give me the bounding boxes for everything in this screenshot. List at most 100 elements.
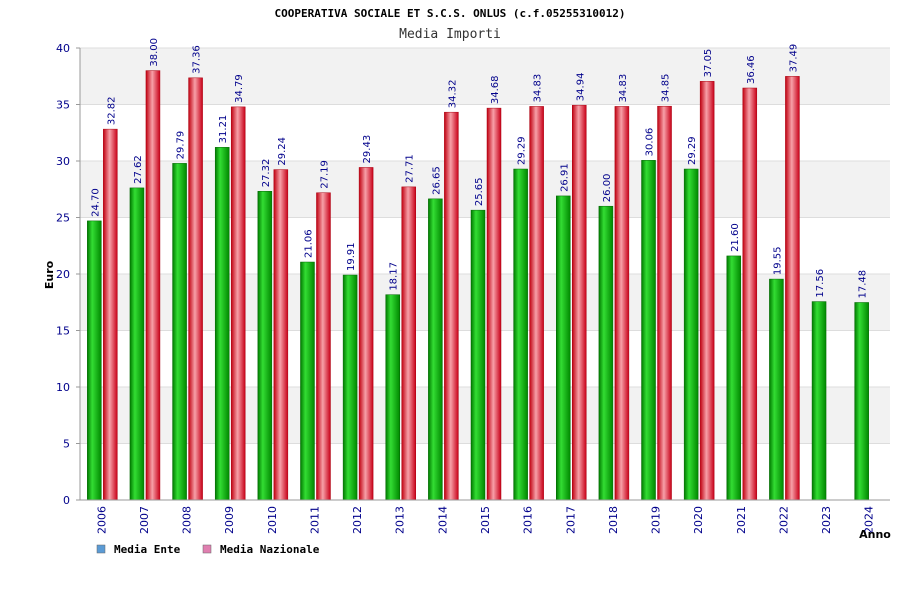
data-label-media-nazionale-2011: 27.19 bbox=[319, 160, 330, 189]
y-tick-label: 15 bbox=[56, 325, 70, 338]
bar-media-ente-2013 bbox=[385, 294, 400, 501]
bar-media-nazionale-2013 bbox=[401, 186, 416, 501]
legend-label-media-ente: Media Ente bbox=[114, 543, 181, 556]
data-label-media-nazionale-2008: 37.36 bbox=[192, 45, 203, 74]
legend-label-media-nazionale: Media Nazionale bbox=[220, 543, 320, 556]
bar-media-ente-2011 bbox=[300, 261, 315, 501]
x-tick-label-2022: 2022 bbox=[777, 506, 790, 534]
bar-media-ente-2012 bbox=[342, 274, 358, 501]
bar-media-nazionale-2009 bbox=[230, 106, 246, 501]
data-label-media-ente-2007: 27.62 bbox=[133, 155, 144, 184]
bar-media-nazionale-2016 bbox=[529, 106, 544, 501]
data-label-media-nazionale-2016: 34.83 bbox=[533, 74, 544, 103]
bar-media-nazionale-2021 bbox=[742, 87, 758, 501]
bar-media-ente-2019 bbox=[641, 160, 656, 501]
bar-media-nazionale-2018 bbox=[614, 106, 630, 501]
data-label-media-ente-2019: 30.06 bbox=[645, 128, 656, 157]
bar-media-ente-2021 bbox=[726, 255, 742, 501]
data-label-media-nazionale-2012: 29.43 bbox=[362, 135, 373, 164]
y-tick-label: 30 bbox=[56, 155, 70, 168]
y-tick-label: 5 bbox=[63, 438, 70, 451]
bar-media-nazionale-2022 bbox=[785, 76, 800, 501]
data-label-media-nazionale-2007: 38.00 bbox=[149, 38, 160, 67]
x-tick-label-2017: 2017 bbox=[564, 506, 577, 534]
bar-media-ente-2023 bbox=[811, 301, 827, 501]
legend-swatch-media-nazionale bbox=[202, 544, 212, 554]
x-axis-label: Anno bbox=[859, 528, 891, 541]
data-label-media-ente-2010: 27.32 bbox=[261, 159, 272, 188]
data-label-media-ente-2020: 29.29 bbox=[687, 136, 698, 165]
bar-media-ente-2018 bbox=[598, 205, 614, 501]
data-label-media-nazionale-2020: 37.05 bbox=[703, 49, 714, 78]
x-tick-label-2020: 2020 bbox=[692, 506, 705, 534]
data-label-media-nazionale-2021: 36.46 bbox=[746, 55, 757, 84]
data-label-media-nazionale-2013: 27.71 bbox=[405, 154, 416, 183]
bar-media-nazionale-2011 bbox=[316, 192, 331, 501]
bar-media-ente-2008 bbox=[172, 163, 187, 501]
y-tick-labels: 0 5 10 15 20 25 30 35 40 bbox=[56, 42, 70, 507]
chart-title: COOPERATIVA SOCIALE ET S.C.S. ONLUS (c.f… bbox=[275, 7, 626, 20]
bar-media-ente-2024 bbox=[854, 302, 869, 501]
bar-media-ente-2016 bbox=[513, 168, 528, 501]
bar-media-nazionale-2020 bbox=[699, 81, 715, 501]
data-labels: 24.70 32.82 27.62 38.00 29.79 37.36 31.21 34.79… bbox=[90, 38, 868, 299]
data-label-media-ente-2008: 29.79 bbox=[176, 131, 187, 160]
x-tick-label-2024: 2024 bbox=[863, 506, 876, 534]
x-tick-label-2010: 2010 bbox=[266, 506, 279, 534]
x-tick-label-2018: 2018 bbox=[607, 506, 620, 534]
x-tick-label-2016: 2016 bbox=[522, 506, 535, 534]
x-tick-label-2006: 2006 bbox=[95, 506, 108, 534]
bar-media-ente-2014 bbox=[428, 198, 443, 501]
y-tick-label: 25 bbox=[56, 212, 70, 225]
bar-media-nazionale-2014 bbox=[444, 111, 459, 501]
data-label-media-nazionale-2014: 34.32 bbox=[447, 80, 458, 109]
data-label-media-nazionale-2010: 29.24 bbox=[277, 137, 288, 166]
bar-media-ente-2007 bbox=[129, 187, 145, 501]
x-tick-label-2021: 2021 bbox=[735, 506, 748, 534]
y-tick-label: 10 bbox=[56, 381, 70, 394]
data-label-media-ente-2014: 26.65 bbox=[431, 166, 442, 195]
bar-media-ente-2010 bbox=[257, 191, 273, 501]
x-tick-label-2012: 2012 bbox=[351, 506, 364, 534]
data-label-media-ente-2023: 17.56 bbox=[815, 269, 826, 298]
bar-media-nazionale-2006 bbox=[103, 128, 118, 501]
x-tick-label-2019: 2019 bbox=[650, 506, 663, 534]
y-axis-label: Euro bbox=[43, 260, 56, 289]
bar-media-ente-2022 bbox=[769, 278, 784, 501]
y-tick-label: 35 bbox=[56, 99, 70, 112]
x-tick-labels: 2006 2007 2008 2009 2010 2011 2012 2013 2014 2015… bbox=[95, 506, 875, 534]
bar-media-ente-2017 bbox=[556, 195, 571, 501]
x-tick-label-2014: 2014 bbox=[436, 506, 449, 534]
bar-media-ente-2015 bbox=[470, 209, 486, 501]
x-tick-label-2007: 2007 bbox=[138, 506, 151, 534]
x-tick-label-2023: 2023 bbox=[820, 506, 833, 534]
y-tick-label: 20 bbox=[56, 268, 70, 281]
bar-media-nazionale-2017 bbox=[572, 104, 587, 501]
data-label-media-ente-2021: 21.60 bbox=[730, 223, 741, 252]
x-tick-label-2015: 2015 bbox=[479, 506, 492, 534]
legend-swatch-media-ente bbox=[96, 544, 106, 554]
x-tick-label-2008: 2008 bbox=[181, 506, 194, 534]
data-label-media-nazionale-2015: 34.68 bbox=[490, 75, 501, 104]
bar-media-ente-2006 bbox=[87, 220, 102, 501]
legend: Media Ente Media Nazionale bbox=[96, 543, 320, 556]
data-label-media-ente-2016: 29.29 bbox=[517, 136, 528, 165]
bar-media-nazionale-2010 bbox=[273, 169, 289, 501]
data-label-media-nazionale-2009: 34.79 bbox=[234, 74, 245, 103]
data-label-media-nazionale-2018: 34.83 bbox=[618, 74, 629, 103]
data-label-media-ente-2006: 24.70 bbox=[90, 188, 101, 217]
data-label-media-nazionale-2017: 34.94 bbox=[575, 73, 586, 102]
data-label-media-nazionale-2006: 32.82 bbox=[106, 96, 117, 125]
data-label-media-ente-2009: 31.21 bbox=[218, 115, 229, 144]
data-label-media-ente-2018: 26.00 bbox=[602, 174, 613, 203]
data-label-media-ente-2012: 19.91 bbox=[346, 242, 357, 271]
x-tick-label-2011: 2011 bbox=[308, 506, 321, 534]
data-label-media-nazionale-2019: 34.85 bbox=[661, 74, 672, 103]
bar-media-nazionale-2008 bbox=[188, 77, 203, 501]
data-label-media-ente-2022: 19.55 bbox=[772, 246, 783, 275]
y-tick-label: 40 bbox=[56, 42, 70, 55]
chart-subtitle: Media Importi bbox=[399, 27, 501, 42]
data-label-media-ente-2024: 17.48 bbox=[858, 270, 869, 299]
x-tick-label-2009: 2009 bbox=[223, 506, 236, 534]
